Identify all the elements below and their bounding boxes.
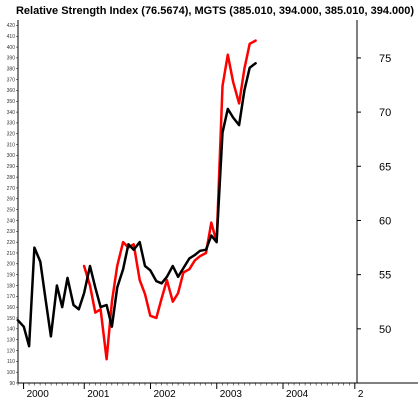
left-tick-label: 200 <box>7 262 16 268</box>
left-tick-label: 270 <box>7 186 16 192</box>
left-tick-label: 250 <box>7 207 16 213</box>
left-tick-label: 120 <box>7 348 16 354</box>
right-tick-label: 65 <box>379 161 391 173</box>
x-tick-label: 2001 <box>87 389 110 400</box>
right-tick-label: 60 <box>379 215 391 227</box>
x-tick-label: 2002 <box>153 389 176 400</box>
x-tick-label: 2003 <box>220 389 243 400</box>
left-tick-label: 170 <box>7 294 16 300</box>
left-tick-label: 220 <box>7 240 16 246</box>
series-line-red <box>82 39 257 361</box>
left-tick-label: 110 <box>7 359 15 365</box>
left-tick-label: 130 <box>7 337 16 343</box>
left-tick-label: 100 <box>7 370 16 376</box>
left-tick-label: 210 <box>7 251 16 257</box>
left-tick-label: 320 <box>7 132 16 138</box>
right-axis: 50 55 60 65 70 75 <box>357 53 391 336</box>
left-tick-label: 350 <box>7 99 16 105</box>
left-tick-label: 240 <box>7 218 16 224</box>
left-tick-label: 420 <box>7 23 16 29</box>
chart-title: Relative Strength Index (76.5674), MGTS … <box>16 5 414 17</box>
series-layer <box>16 39 257 361</box>
left-tick-label: 140 <box>7 327 16 333</box>
left-tick-label: 190 <box>7 272 16 278</box>
left-tick-label: 160 <box>7 305 16 311</box>
left-tick-label: 280 <box>7 175 16 181</box>
left-tick-label: 380 <box>7 67 16 73</box>
x-tick-label: 2004 <box>286 389 309 400</box>
left-tick-label: 370 <box>7 77 16 83</box>
left-tick-label: 260 <box>7 197 16 203</box>
x-tick-label: 2 <box>358 389 364 400</box>
x-tick-label: 2000 <box>27 389 50 400</box>
left-tick-label: 180 <box>7 283 16 289</box>
left-tick-label: 150 <box>7 316 16 322</box>
left-tick-label: 330 <box>7 121 16 127</box>
left-tick-label: 290 <box>7 164 16 170</box>
left-tick-label: 300 <box>7 153 16 159</box>
series-line-black <box>16 62 257 348</box>
right-tick-label: 55 <box>379 270 391 282</box>
left-tick-label: 360 <box>7 88 16 94</box>
right-tick-label: 50 <box>379 324 391 336</box>
left-tick-label: 230 <box>7 229 16 235</box>
left-tick-label: 310 <box>7 142 16 148</box>
right-tick-label: 75 <box>379 53 391 65</box>
left-tick-label: 390 <box>7 56 16 62</box>
left-axis: 90 100 110 120 130 140 150 160 170 180 190 200 210 22… <box>7 23 18 387</box>
left-tick-label: 400 <box>7 45 16 51</box>
left-tick-label: 90 <box>9 381 15 387</box>
left-tick-label: 410 <box>7 34 16 40</box>
left-tick-label: 340 <box>7 110 16 116</box>
right-tick-label: 70 <box>379 107 391 119</box>
x-axis: 2000 2001 2002 2003 2004 2 <box>17 383 364 400</box>
